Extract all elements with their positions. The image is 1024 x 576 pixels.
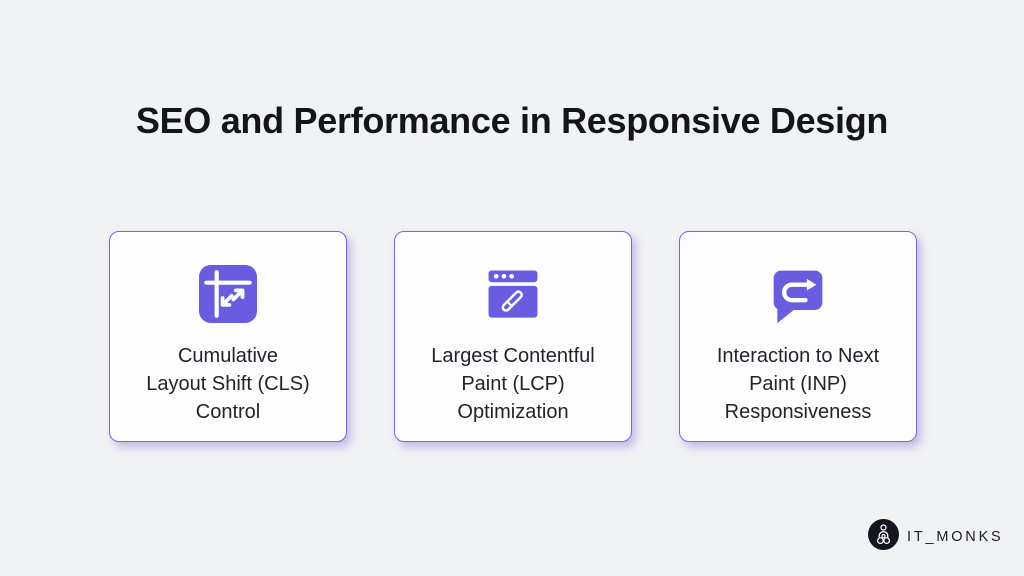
brand-logo: IT_MONKS [868,519,1004,555]
card-cls-label: Cumulative Layout Shift (CLS) Control [146,342,309,426]
card-inp-line1: Interaction to Next [716,345,880,367]
card-inp-line3: Responsiveness [724,401,872,423]
monk-meditating-icon [868,519,899,555]
card-lcp-line2: Paint (LCP) [461,373,565,395]
card-cls-line3: Control [195,401,261,423]
card-lcp: Largest Contentful Paint (LCP) Optimizat… [394,231,632,442]
card-cls: Cumulative Layout Shift (CLS) Control [109,231,347,442]
card-inp-label: Interaction to Next Paint (INP) Responsi… [717,342,879,426]
card-lcp-label: Largest Contentful Paint (LCP) Optimizat… [431,342,594,426]
card-inp-line2: Paint (INP) [749,373,847,395]
brand-logo-text: IT_MONKS [907,529,1004,545]
chat-return-arrow-icon [768,265,828,325]
card-lcp-line3: Optimization [457,401,569,423]
layout-shift-icon [199,265,257,325]
card-lcp-line1: Largest Contentful [431,345,595,367]
card-cls-line2: Layout Shift (CLS) [146,373,310,395]
card-inp: Interaction to Next Paint (INP) Responsi… [679,231,917,442]
card-cls-line1: Cumulative [177,345,279,367]
page-title: SEO and Performance in Responsive Design [135,100,889,141]
browser-paint-icon [484,265,542,325]
